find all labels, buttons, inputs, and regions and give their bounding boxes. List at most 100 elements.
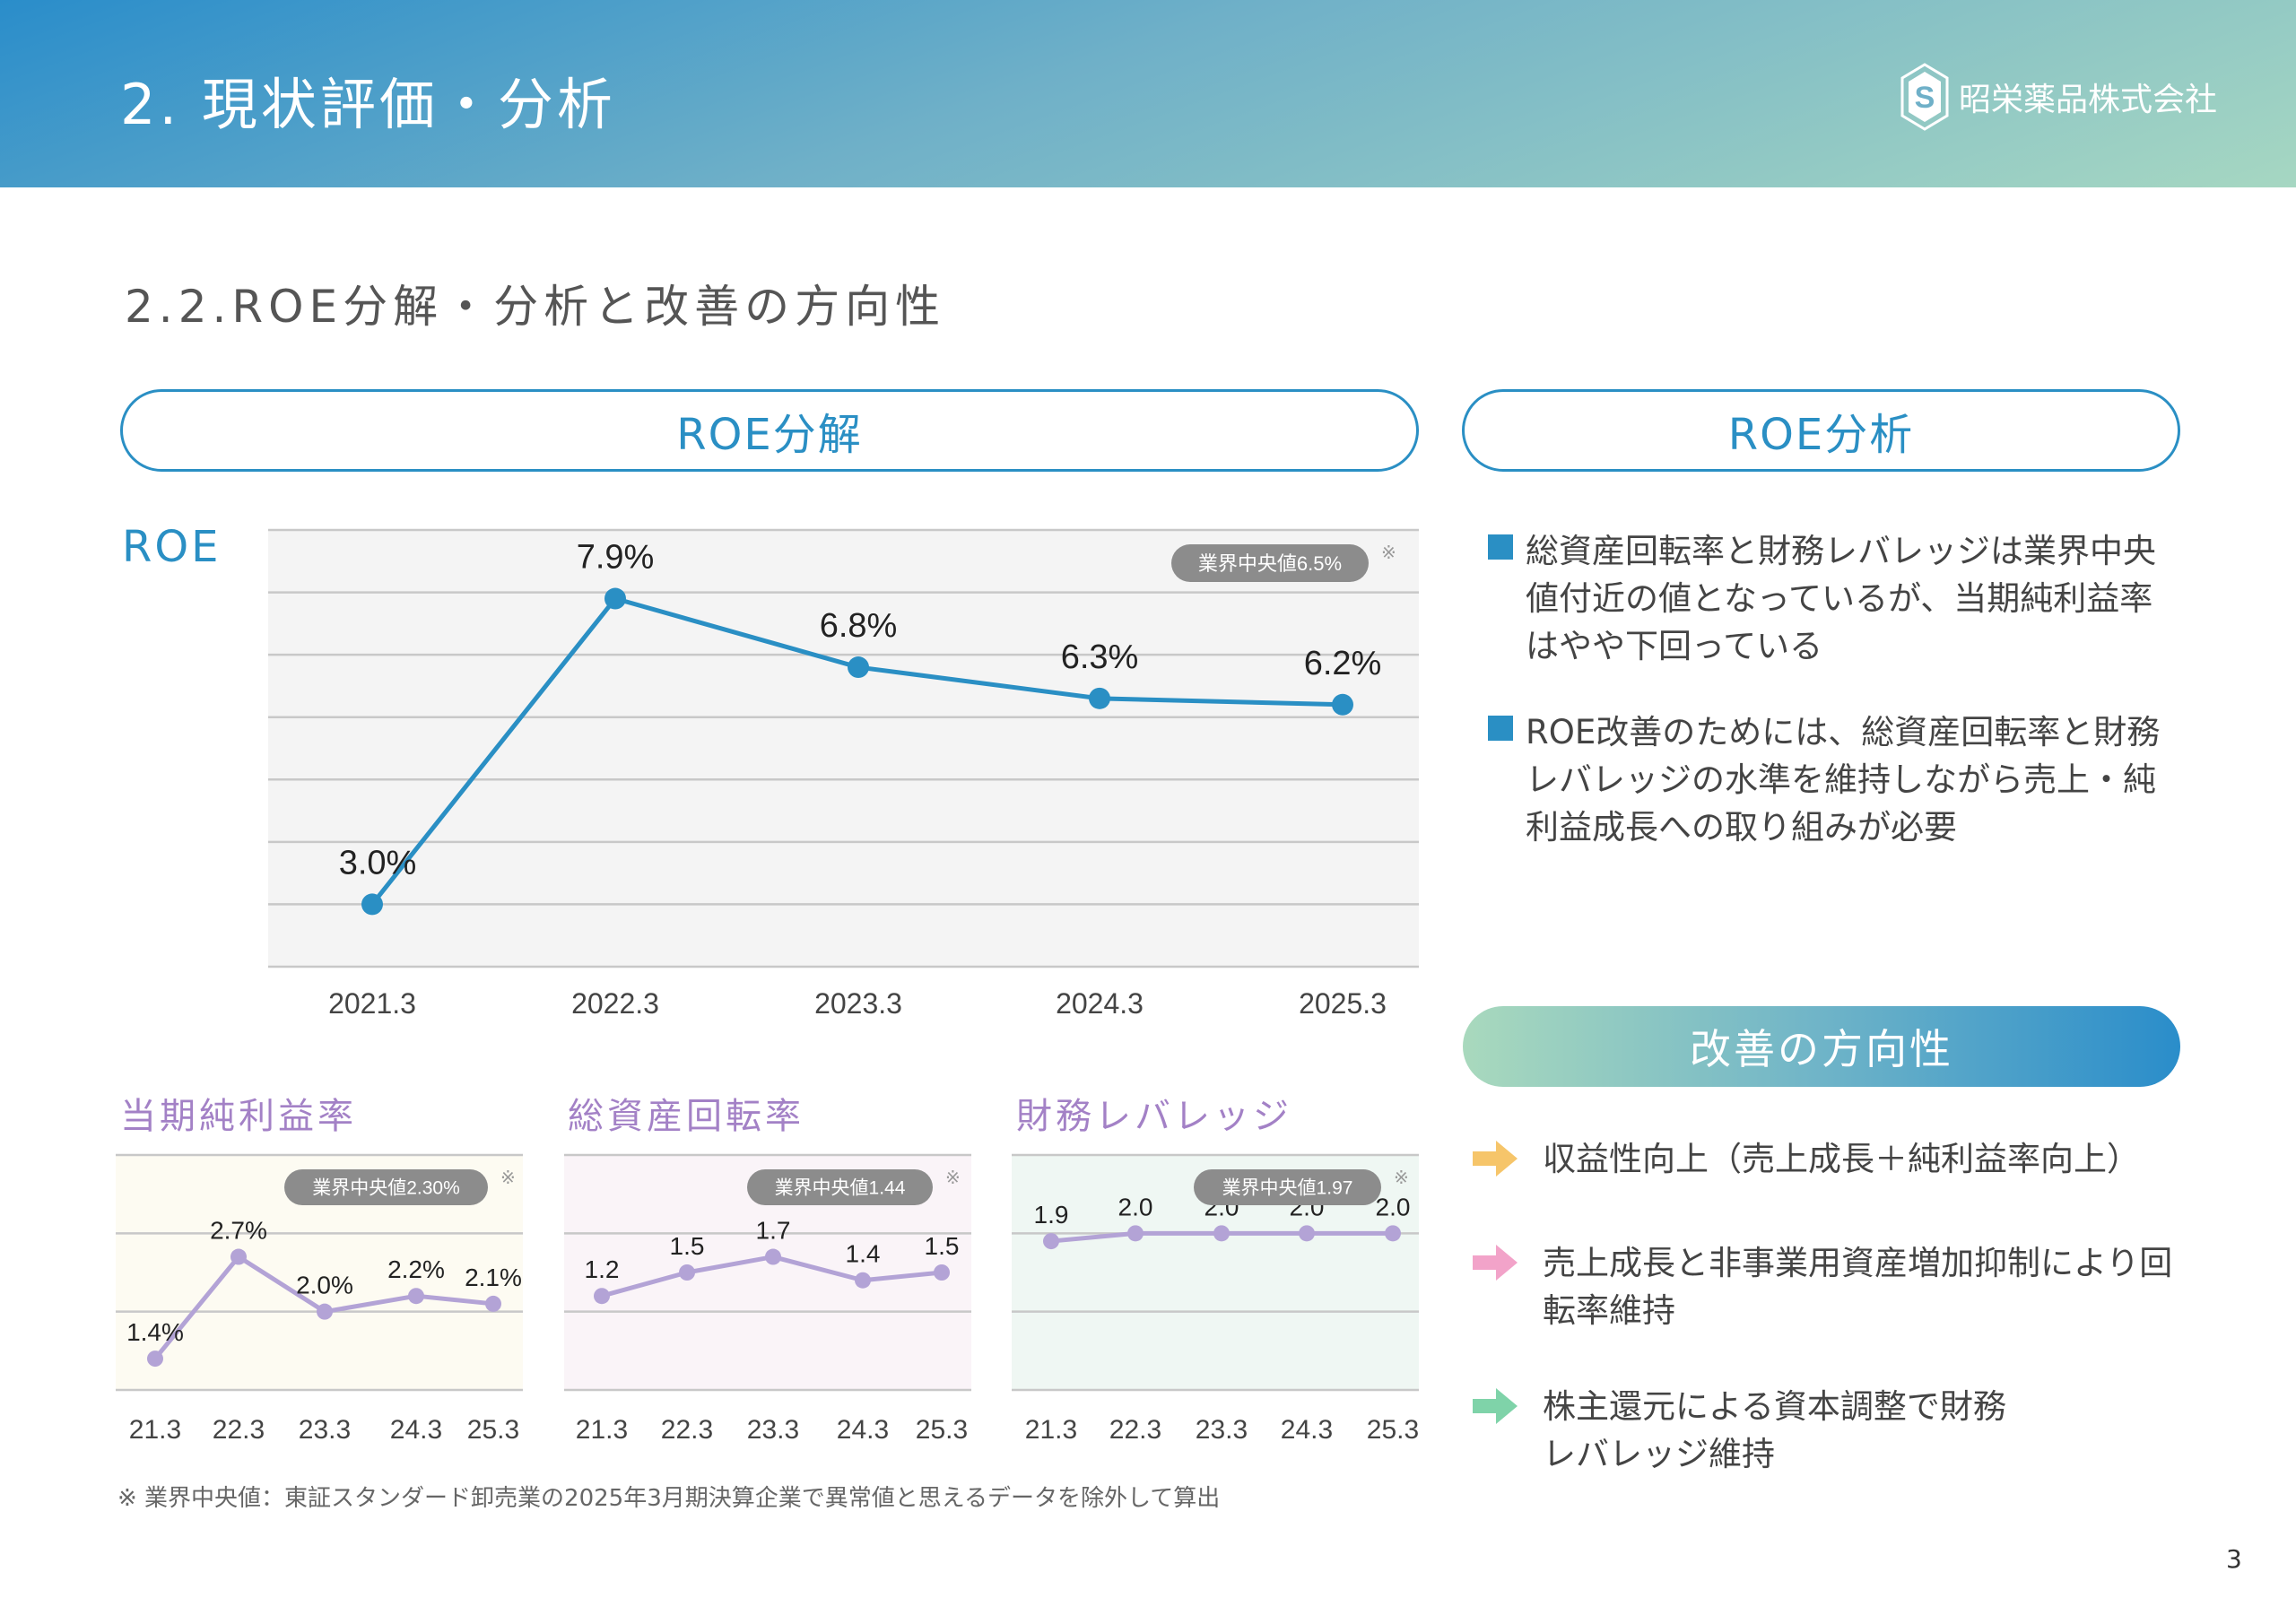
roe-analysis-heading: ROE分析 bbox=[1462, 389, 2180, 472]
data-point bbox=[408, 1288, 424, 1305]
improvement-item: 売上成長と非事業用資産増加抑制により回転率維持 bbox=[1471, 1239, 2188, 1334]
data-label: 1.5 bbox=[925, 1232, 960, 1260]
analysis-bullet-text: ROE改善のためには、総資産回転率と財務レバレッジの水準を維持しながら売上・純利… bbox=[1526, 713, 2161, 847]
net-margin-chart-title: 当期純利益率 bbox=[120, 1096, 357, 1137]
data-point bbox=[361, 893, 383, 916]
data-point bbox=[848, 656, 869, 679]
data-point bbox=[317, 1303, 333, 1320]
section-subtitle: 2.2.ROE分解・分析と改善の方向性 bbox=[125, 281, 946, 333]
data-label: 2.1% bbox=[465, 1264, 522, 1291]
analysis-bullet: ROE改善のためには、総資産回転率と財務レバレッジの水準を維持しながら売上・純利… bbox=[1488, 708, 2183, 851]
data-label: 2.0 bbox=[1376, 1193, 1411, 1220]
x-tick-label: 25.3 bbox=[916, 1415, 968, 1445]
x-tick-label: 21.3 bbox=[129, 1415, 181, 1445]
improvement-item: 収益性向上（売上成長＋純利益率向上） bbox=[1471, 1135, 2188, 1183]
benchmark-badge bbox=[747, 1169, 933, 1205]
improvement-item: 株主還元による資本調整で財務レバレッジ維持 bbox=[1471, 1383, 2188, 1478]
x-tick-label: 24.3 bbox=[1281, 1415, 1333, 1445]
hexagon-s-logo-icon: S bbox=[1900, 63, 1949, 131]
data-label: 6.3% bbox=[1061, 638, 1139, 676]
improvement-text: 収益性向上（売上成長＋純利益率向上） bbox=[1543, 1140, 2140, 1178]
data-label: 6.8% bbox=[820, 607, 898, 645]
arrow-right-icon bbox=[1473, 1388, 1518, 1424]
x-tick-label: 22.3 bbox=[1109, 1415, 1161, 1445]
data-label: 1.9 bbox=[1034, 1201, 1069, 1229]
data-point bbox=[485, 1295, 501, 1312]
footnote: ※ 業界中央値：東証スタンダード卸売業の2025年3月期決算企業で異常値と思える… bbox=[117, 1485, 1221, 1512]
arrow-right-icon bbox=[1473, 1141, 1518, 1177]
benchmark-label: 業界中央値2.30% bbox=[312, 1178, 460, 1199]
data-label: 1.2 bbox=[585, 1255, 620, 1283]
x-tick-label: 2025.3 bbox=[1299, 987, 1387, 1020]
data-point bbox=[679, 1264, 695, 1281]
data-label: 7.9% bbox=[577, 539, 655, 577]
benchmark-label: 業界中央値1.44 bbox=[775, 1178, 906, 1199]
data-point bbox=[147, 1350, 163, 1368]
data-point bbox=[1299, 1225, 1315, 1242]
x-tick-label: 23.3 bbox=[1196, 1415, 1248, 1445]
leverage-chart-title: 財務レバレッジ bbox=[1016, 1096, 1292, 1137]
analysis-bullet: 総資産回転率と財務レバレッジは業界中央値付近の値となっているが、当期純利益率はや… bbox=[1488, 527, 2183, 670]
improvement-text: 株主還元による資本調整で財務レバレッジ維持 bbox=[1543, 1387, 2006, 1473]
x-tick-label: 25.3 bbox=[1367, 1415, 1419, 1445]
x-tick-label: 2024.3 bbox=[1056, 987, 1144, 1020]
data-label: 1.7 bbox=[756, 1217, 791, 1245]
arrow-right-icon bbox=[1473, 1245, 1518, 1281]
improvement-heading: 改善の方向性 bbox=[1463, 1006, 2180, 1087]
asset-turnover-chart-title: 総資産回転率 bbox=[568, 1096, 804, 1137]
note-mark: ※ bbox=[1394, 1168, 1409, 1188]
x-tick-label: 22.3 bbox=[661, 1415, 713, 1445]
x-tick-label: 21.3 bbox=[1025, 1415, 1077, 1445]
arrow-shape bbox=[1473, 1141, 1518, 1177]
x-tick-label: 23.3 bbox=[299, 1415, 351, 1445]
benchmark-badge bbox=[1194, 1169, 1381, 1205]
x-tick-label: 2022.3 bbox=[571, 987, 659, 1020]
page-number: 3 bbox=[2226, 1544, 2242, 1574]
data-label: 1.5 bbox=[670, 1232, 705, 1260]
roe-decomposition-heading: ROE分解 bbox=[120, 389, 1419, 472]
note-mark: ※ bbox=[1381, 543, 1396, 563]
data-point bbox=[1043, 1233, 1059, 1250]
x-tick-label: 2021.3 bbox=[328, 987, 416, 1020]
note-mark: ※ bbox=[945, 1168, 961, 1188]
x-tick-label: 22.3 bbox=[213, 1415, 265, 1445]
benchmark-label: 業界中央値1.97 bbox=[1222, 1178, 1353, 1199]
data-point bbox=[855, 1272, 871, 1289]
data-point bbox=[604, 587, 626, 610]
square-bullet-icon bbox=[1488, 534, 1513, 560]
roe-chart-title: ROE bbox=[122, 522, 222, 572]
x-tick-label: 24.3 bbox=[390, 1415, 442, 1445]
benchmark-badge bbox=[1171, 544, 1369, 582]
x-tick-label: 25.3 bbox=[467, 1415, 519, 1445]
data-label: 2.7% bbox=[210, 1217, 267, 1245]
arrow-shape bbox=[1473, 1388, 1518, 1424]
benchmark-label: 業界中央値6.5% bbox=[1198, 552, 1342, 575]
data-point bbox=[1089, 687, 1110, 709]
data-label: 2.0 bbox=[1118, 1193, 1153, 1220]
data-label: 3.0% bbox=[339, 844, 417, 881]
data-point bbox=[594, 1288, 610, 1305]
page-title: 2. 現状評価・分析 bbox=[120, 72, 616, 137]
x-tick-label: 24.3 bbox=[837, 1415, 889, 1445]
arrow-shape bbox=[1473, 1245, 1518, 1281]
data-point bbox=[765, 1248, 781, 1265]
benchmark-badge bbox=[284, 1169, 488, 1205]
improvement-text: 売上成長と非事業用資産増加抑制により回転率維持 bbox=[1543, 1244, 2173, 1330]
company-name: 昭栄薬品株式会社 bbox=[1959, 82, 2218, 118]
data-point bbox=[1332, 693, 1353, 716]
x-tick-label: 23.3 bbox=[747, 1415, 799, 1445]
data-label: 1.4 bbox=[846, 1240, 881, 1268]
svg-text:S: S bbox=[1915, 81, 1935, 115]
note-mark: ※ bbox=[500, 1168, 516, 1188]
data-point bbox=[230, 1248, 247, 1265]
data-label: 1.4% bbox=[126, 1318, 184, 1346]
data-point bbox=[1385, 1225, 1401, 1242]
data-point bbox=[934, 1264, 950, 1281]
analysis-bullet-text: 総資産回転率と財務レバレッジは業界中央値付近の値となっているが、当期純利益率はや… bbox=[1526, 532, 2156, 665]
company-logo: S 昭栄薬品株式会社 bbox=[1900, 63, 2217, 131]
plot-background bbox=[268, 530, 1419, 967]
x-tick-label: 21.3 bbox=[576, 1415, 628, 1445]
data-label: 2.2% bbox=[387, 1255, 445, 1283]
data-point bbox=[1213, 1225, 1230, 1242]
square-bullet-icon bbox=[1488, 716, 1513, 741]
